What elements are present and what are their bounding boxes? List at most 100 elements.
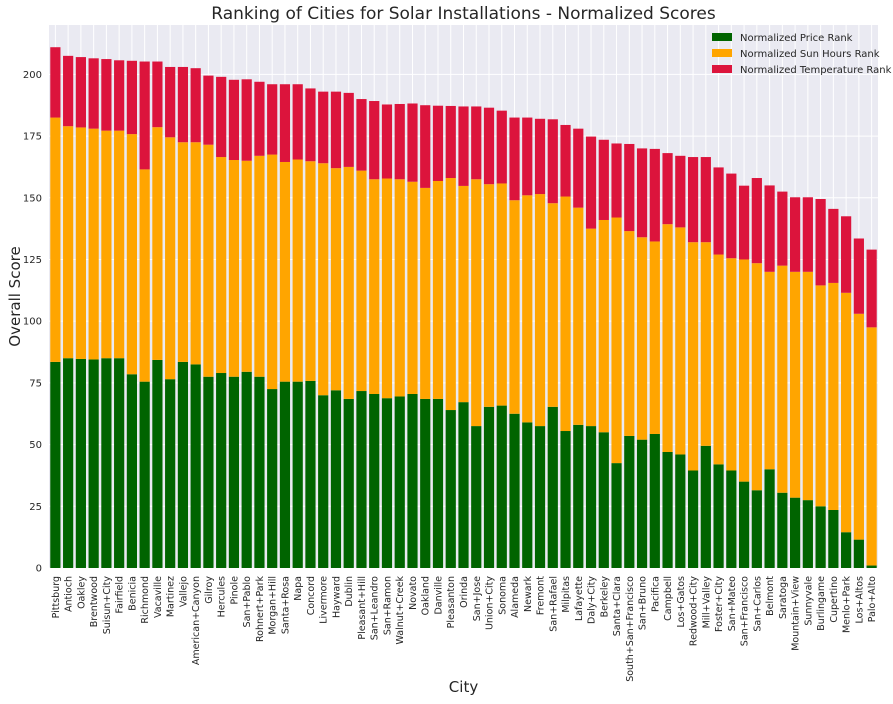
temperature-bar xyxy=(63,55,74,127)
sun-hours-bar xyxy=(88,128,99,360)
x-tick-label: American+Canyon xyxy=(191,576,202,665)
price-bar xyxy=(152,359,163,568)
x-tick-label: San+Pablo xyxy=(242,576,253,628)
sun-hours-bar xyxy=(841,292,852,533)
sun-hours-bar xyxy=(369,179,380,394)
price-bar xyxy=(624,435,635,568)
sun-hours-bar xyxy=(190,142,201,365)
temperature-bar xyxy=(88,58,99,129)
price-bar xyxy=(866,565,877,568)
x-tick-label: San+Jose xyxy=(472,576,483,621)
price-bar xyxy=(126,374,138,568)
temperature-bar xyxy=(369,101,380,180)
x-tick-label: Pittsburg xyxy=(51,576,62,618)
price-bar xyxy=(522,422,533,568)
sun-hours-bar xyxy=(165,137,176,380)
price-bar xyxy=(241,371,252,568)
temperature-bar xyxy=(675,155,686,228)
price-bar xyxy=(267,389,278,568)
price-bar xyxy=(330,390,342,568)
temperature-bar xyxy=(713,167,724,255)
temperature-bar xyxy=(509,117,520,201)
sun-hours-bar xyxy=(522,195,533,423)
y-tick-label: 100 xyxy=(23,317,42,328)
temperature-bar xyxy=(777,191,788,266)
bars xyxy=(50,47,877,568)
x-tick-label: Orinda xyxy=(459,576,470,608)
temperature-bar xyxy=(687,157,699,243)
sun-hours-bar xyxy=(445,178,456,411)
legend-label: Normalized Sun Hours Rank xyxy=(740,49,880,60)
sun-hours-bar xyxy=(534,194,546,427)
temperature-bar xyxy=(764,185,775,272)
sun-hours-bar xyxy=(675,227,686,455)
x-tick-label: Saratoga xyxy=(778,576,789,619)
x-tick-label: Danville xyxy=(433,576,444,615)
price-bar xyxy=(853,539,864,568)
x-tick-label: Fairfield xyxy=(115,576,126,613)
temperature-bar xyxy=(649,148,660,242)
sun-hours-bar xyxy=(726,258,737,471)
x-tick-label: Oakland xyxy=(421,576,432,615)
price-bar xyxy=(228,376,240,568)
temperature-bar xyxy=(139,61,150,170)
temperature-bar xyxy=(522,117,533,196)
x-tick-label: Belmont xyxy=(765,576,776,616)
x-tick-label: Los+Gatos xyxy=(676,576,687,628)
sun-hours-bar xyxy=(318,163,329,396)
x-tick-label: Hayward xyxy=(331,576,342,618)
x-tick-label: Santa+Rosa xyxy=(280,576,291,634)
price-bar xyxy=(177,361,189,568)
y-axis-label: Overall Score xyxy=(6,246,24,346)
temperature-bar xyxy=(50,47,61,118)
price-bar xyxy=(841,532,852,568)
y-tick-label: 50 xyxy=(29,440,42,451)
sun-hours-bar xyxy=(713,254,724,465)
price-bar xyxy=(50,361,61,568)
sun-hours-bar xyxy=(496,183,507,406)
temperature-bar xyxy=(101,59,112,131)
price-bar xyxy=(432,398,444,568)
temperature-bar xyxy=(75,57,86,128)
price-bar xyxy=(445,410,456,568)
temperature-bar xyxy=(751,178,762,264)
temperature-bar xyxy=(726,173,737,259)
sun-hours-bar xyxy=(267,154,278,390)
price-bar xyxy=(407,393,418,568)
sun-hours-bar xyxy=(560,196,571,432)
x-tick-label: Sonoma xyxy=(497,576,508,615)
temperature-bar xyxy=(216,76,227,158)
x-tick-label: San+Mateo xyxy=(727,576,738,631)
price-bar xyxy=(675,454,686,568)
price-bar xyxy=(713,464,724,568)
x-tick-label: Newark xyxy=(523,576,534,612)
sun-hours-bar xyxy=(828,282,839,510)
sun-hours-bar xyxy=(649,241,660,434)
temperature-bar xyxy=(866,249,877,328)
price-bar xyxy=(305,380,316,568)
sun-hours-bar xyxy=(50,117,61,362)
temperature-bar xyxy=(573,128,584,208)
temperature-bar xyxy=(828,208,839,283)
price-bar xyxy=(700,445,711,568)
sun-hours-bar xyxy=(509,200,520,414)
price-bar xyxy=(88,359,99,568)
price-bar xyxy=(292,381,303,568)
temperature-bar xyxy=(853,238,864,314)
temperature-bar xyxy=(292,84,303,160)
price-bar xyxy=(381,398,393,568)
x-tick-label: Richmond xyxy=(140,576,151,624)
price-bar xyxy=(63,358,74,568)
price-bar xyxy=(751,490,762,568)
x-tick-label: Palo+Alto xyxy=(867,576,878,622)
temperature-bar xyxy=(114,60,125,131)
y-tick-label: 0 xyxy=(36,564,42,575)
price-bar xyxy=(662,451,673,568)
x-tick-label: Pleasant+Hill xyxy=(357,576,368,640)
temperature-bar xyxy=(394,103,405,180)
sun-hours-bar xyxy=(700,242,711,446)
price-bar xyxy=(483,406,495,568)
temperature-bar xyxy=(636,148,648,238)
sun-hours-bar xyxy=(254,155,265,377)
